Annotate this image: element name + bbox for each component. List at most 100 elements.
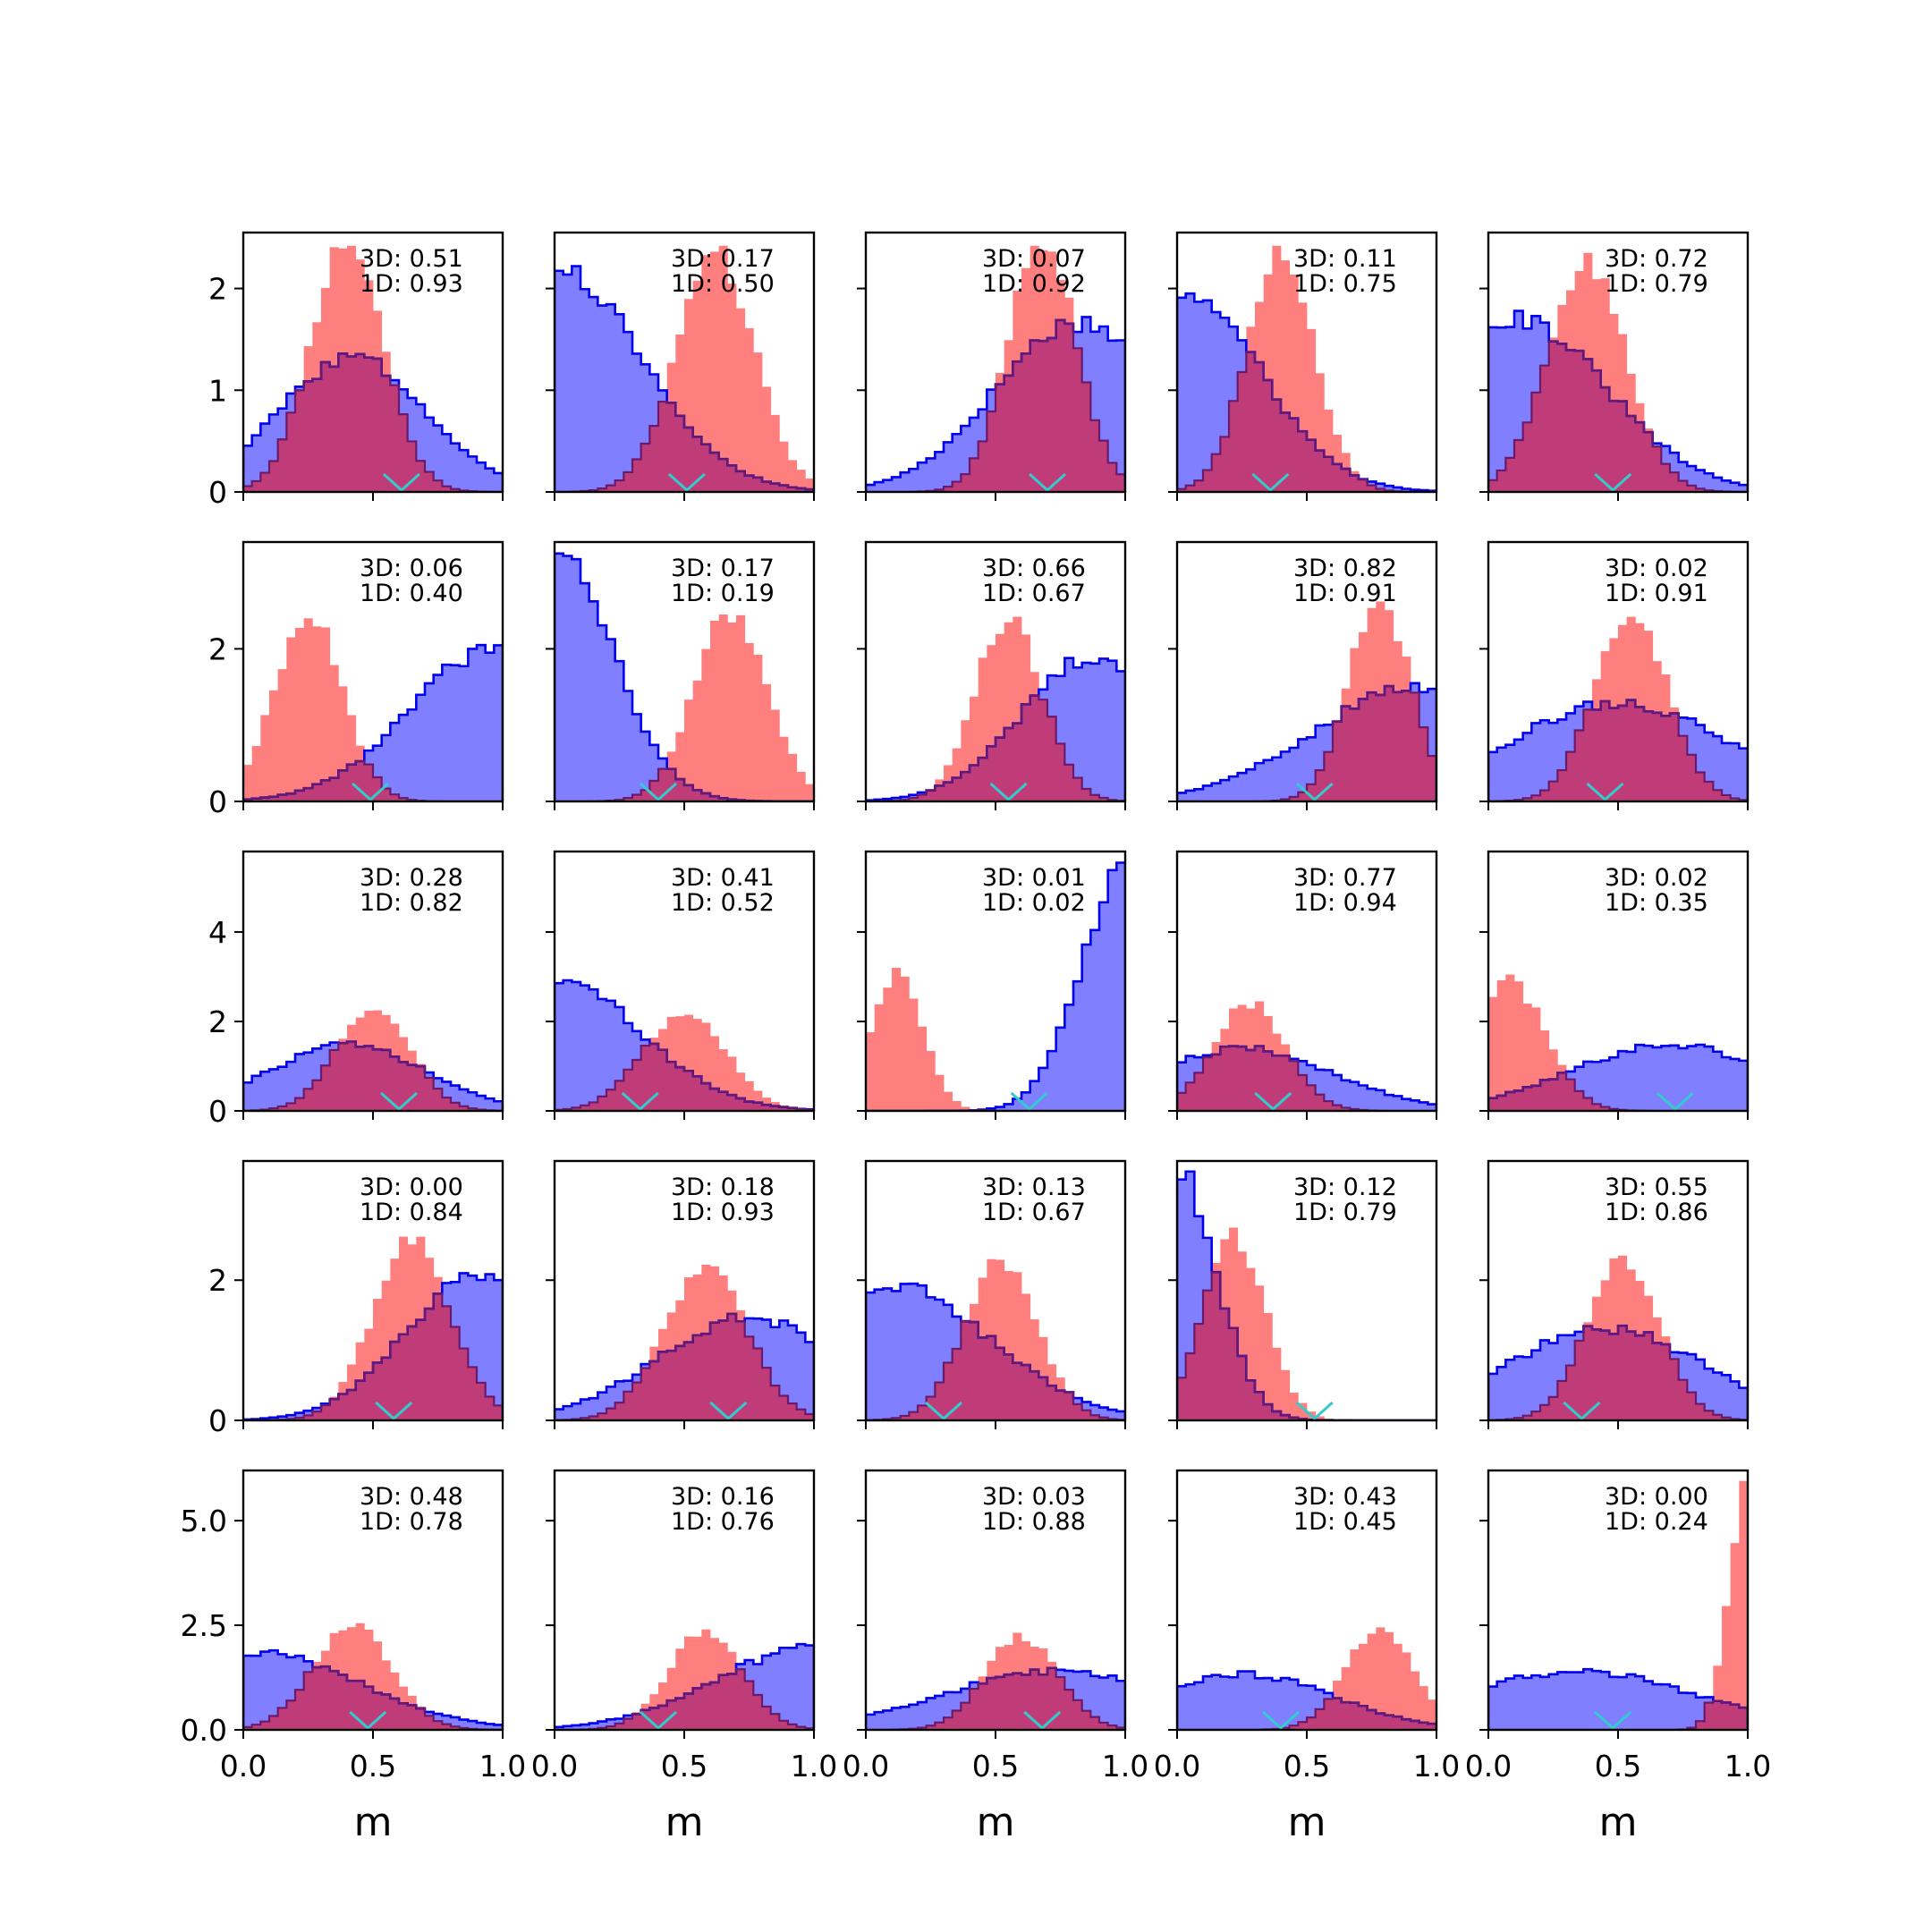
red-bar [701, 1265, 711, 1335]
overlap-bar [355, 1681, 365, 1730]
red-bar [909, 998, 919, 1111]
overlap-bar [1696, 1403, 1706, 1420]
overlap-bar [1237, 1046, 1247, 1111]
overlap-bar [692, 436, 702, 492]
overlap-bar [1055, 1390, 1065, 1420]
overlap-bar [1185, 1352, 1195, 1420]
overlap-bar [736, 1321, 746, 1420]
blue-bar [1600, 1060, 1610, 1111]
blue-bar [1592, 1671, 1602, 1730]
overlap-bar [390, 1698, 400, 1730]
blue-bar [1419, 1102, 1428, 1111]
overlap-bar [952, 481, 962, 492]
overlap-bar [1488, 1097, 1498, 1111]
x-tick-label: 1.0 [479, 1749, 526, 1784]
overlap-bar [623, 471, 633, 492]
red-bar [1021, 634, 1031, 705]
overlap-bar [1289, 1417, 1299, 1420]
red-bar [364, 280, 374, 358]
blue-bar [1333, 1074, 1343, 1111]
overlap-bar [260, 797, 270, 801]
overlap-bar [1652, 1343, 1662, 1420]
red-bar [753, 654, 763, 801]
overlap-bar [1315, 1094, 1325, 1111]
red-bar [1531, 1007, 1541, 1086]
plot-area [866, 861, 1125, 1111]
overlap-bar [1376, 694, 1385, 801]
blue-bar [935, 1300, 945, 1420]
red-bar [1496, 980, 1506, 1096]
blue-bar [1566, 1672, 1576, 1730]
overlap-bar [1333, 721, 1343, 801]
overlap-bar [295, 390, 305, 492]
red-bar [649, 1694, 659, 1708]
overlap-bar [1618, 401, 1628, 492]
red-bar [736, 308, 746, 471]
overlap-step-outline [555, 1042, 814, 1111]
overlap-bar [1557, 1072, 1567, 1111]
overlap-bar [399, 1062, 409, 1111]
overlap-bar [303, 1672, 313, 1730]
overlap-bar [312, 1667, 322, 1730]
blue-bar [459, 1273, 469, 1420]
red-bar [347, 245, 357, 357]
overlap-bar [727, 1674, 737, 1730]
red-bar [675, 1300, 685, 1346]
overlap-bar [1566, 1365, 1576, 1420]
overlap-bar [468, 1367, 478, 1420]
overlap-bar [987, 746, 996, 801]
overlap-bar [710, 1089, 720, 1111]
overlap-bar [970, 1322, 979, 1420]
overlap-bar [1531, 1085, 1541, 1111]
blue-bar [277, 1654, 287, 1730]
overlap-bar [1090, 419, 1100, 492]
red-bar [1341, 688, 1351, 707]
overlap-bar [390, 385, 400, 492]
overlap-bar [1350, 475, 1360, 492]
blue-bar [416, 404, 426, 492]
blue-bar [1496, 1367, 1506, 1420]
y-tick-label: 4 [208, 915, 227, 950]
overlap-bar [1531, 795, 1541, 801]
marker-chevron [1010, 1091, 1048, 1111]
annotation-3d: 3D: 0.06 [360, 555, 463, 582]
blue-bar [1583, 1669, 1593, 1730]
overlap-bar [1626, 1331, 1636, 1420]
overlap-bar [286, 1103, 296, 1111]
y-tick-label: 2.5 [181, 1608, 227, 1643]
overlap-bar [744, 1336, 754, 1420]
red-bar [1298, 302, 1308, 432]
overlap-bar [614, 480, 624, 492]
overlap-bar [1522, 1087, 1532, 1111]
red-bar [701, 1629, 711, 1685]
annotation-3d: 3D: 0.28 [360, 864, 463, 892]
marker-chevron [1028, 472, 1067, 492]
overlap-bar [303, 1415, 313, 1420]
overlap-bar [329, 366, 339, 492]
blue-bar [1505, 744, 1515, 801]
blue-bar [485, 652, 495, 801]
overlap-bar [779, 485, 789, 492]
overlap-bar [1177, 1377, 1187, 1420]
overlap-bar [996, 384, 1005, 492]
annotation-1d: 1D: 0.35 [1605, 889, 1708, 917]
red-bar [355, 1623, 365, 1682]
overlap-bar [1730, 1704, 1740, 1730]
blue-bar [1644, 1046, 1654, 1111]
overlap-bar [295, 1418, 305, 1420]
overlap-bar [269, 461, 279, 492]
blue-bar [1013, 1098, 1022, 1111]
overlap-bar [640, 790, 650, 801]
overlap-bar [1687, 485, 1697, 492]
red-bar [762, 1097, 772, 1106]
overlap-bar [640, 1368, 650, 1420]
overlap-bar [658, 402, 668, 492]
red-bar [770, 414, 780, 484]
plot-area [1488, 974, 1748, 1111]
overlap-bar [788, 487, 798, 492]
blue-bar [1713, 477, 1723, 492]
annotation-1d: 1D: 0.52 [671, 889, 775, 917]
overlap-bar [442, 1724, 452, 1730]
